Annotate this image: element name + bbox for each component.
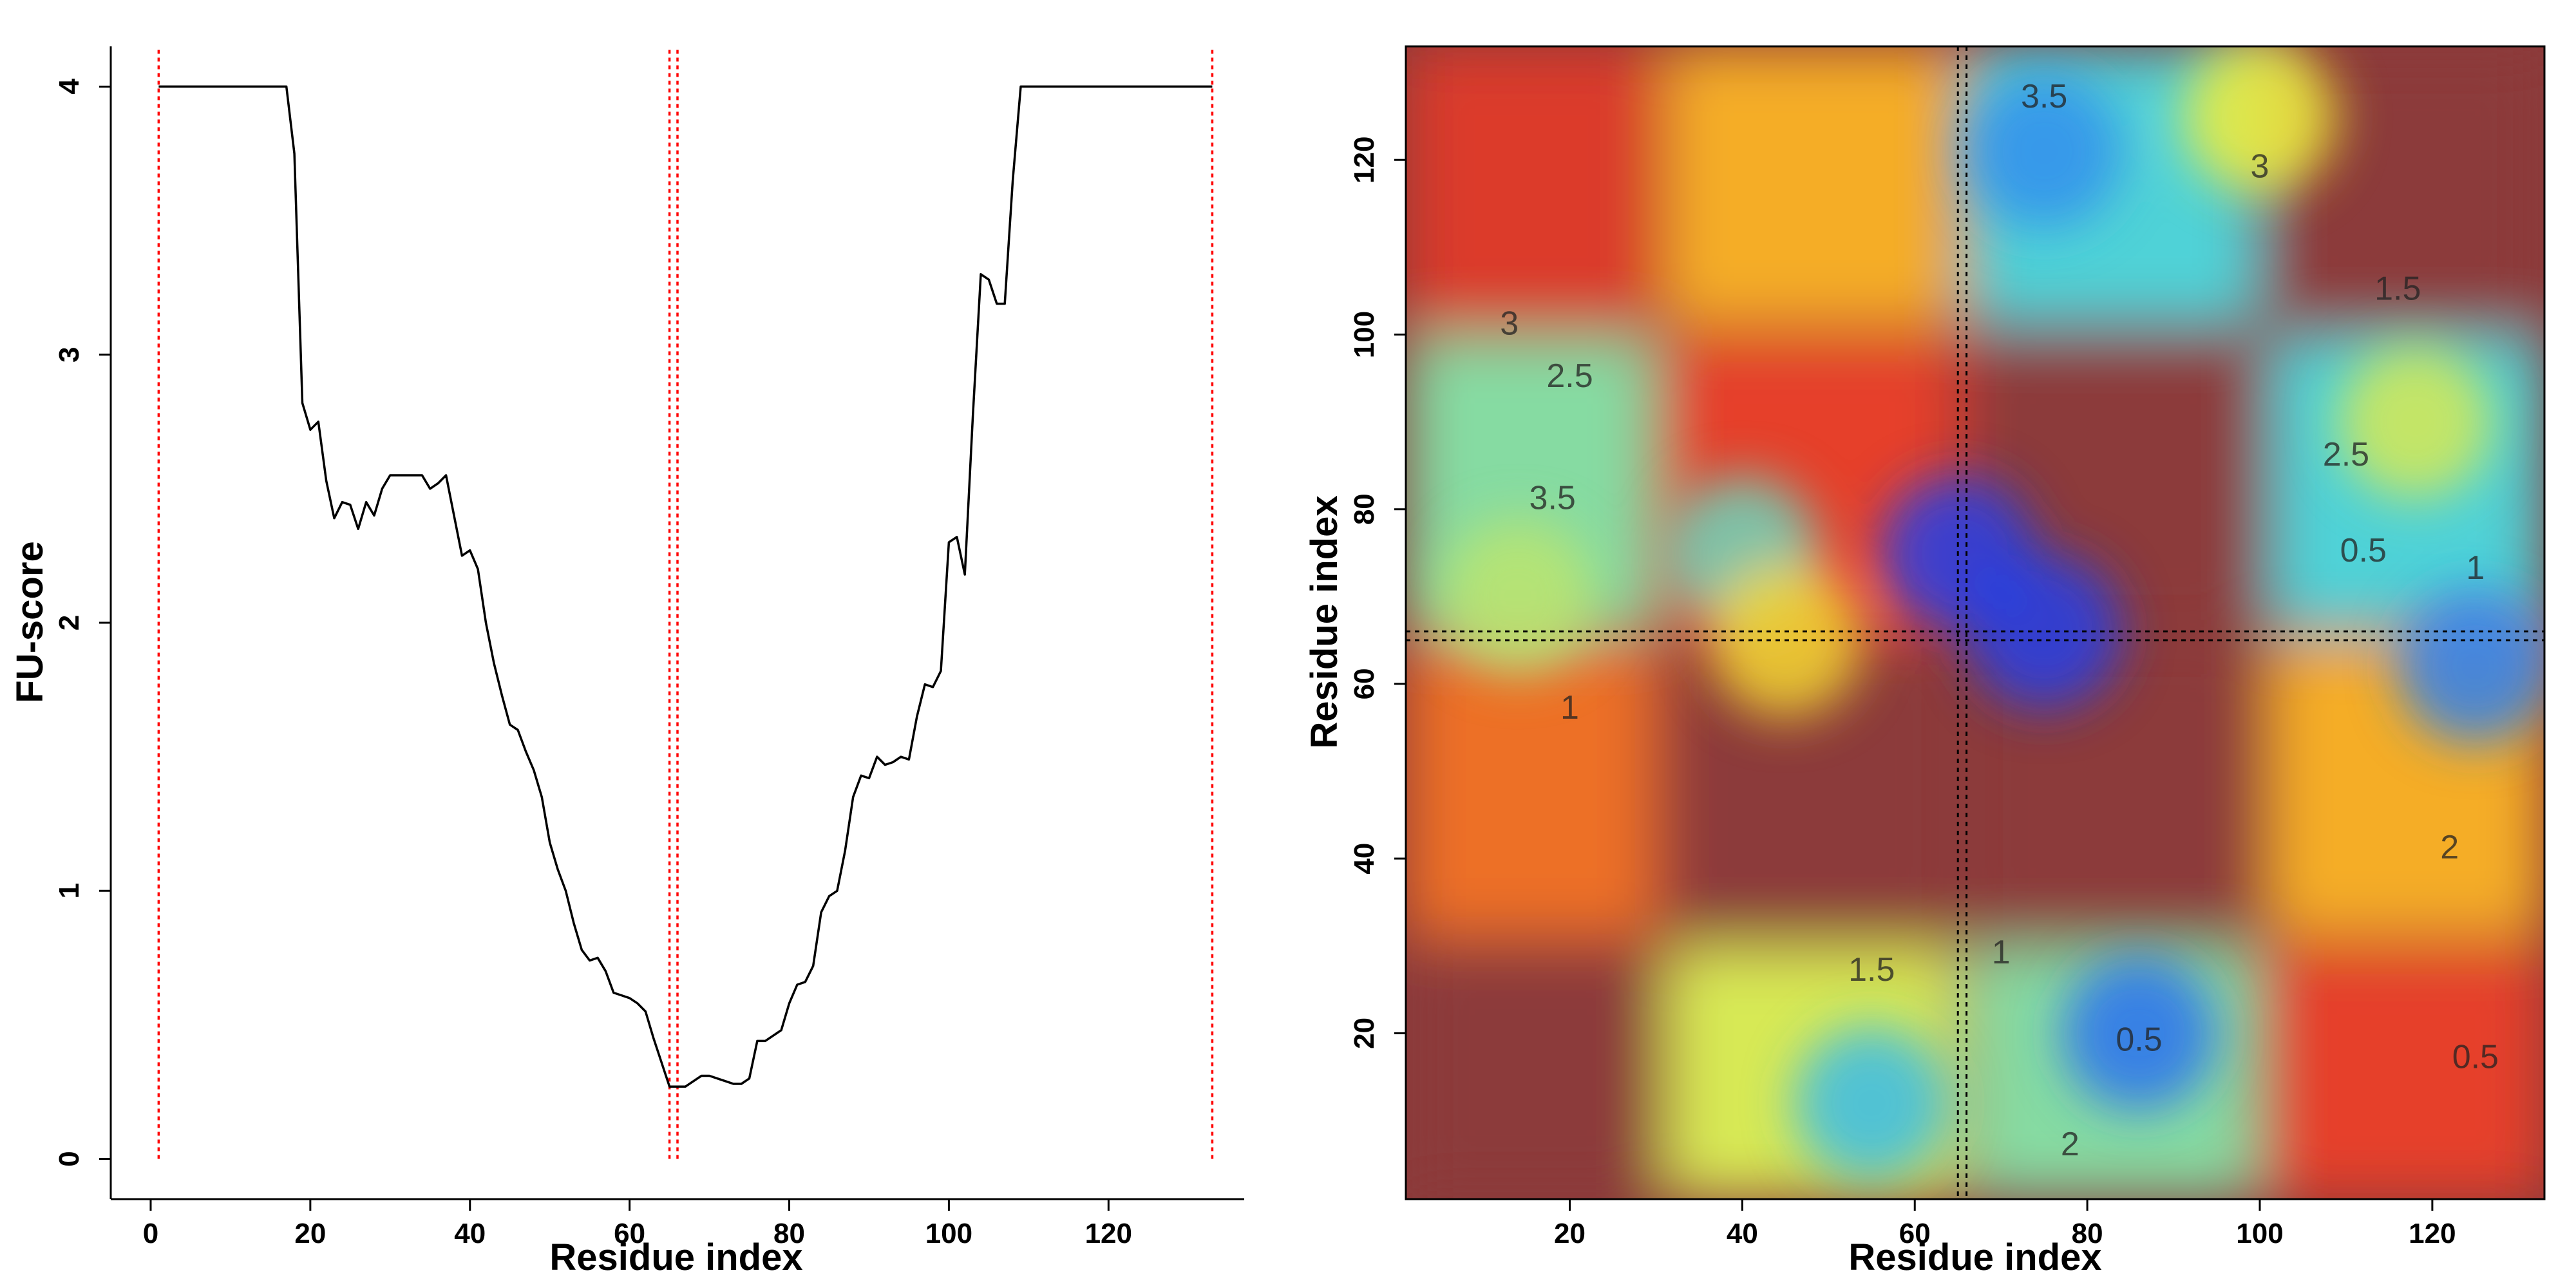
heatmap-block bbox=[2268, 945, 2544, 1199]
contour-label: 3.5 bbox=[1530, 480, 1576, 517]
contour-label: 1 bbox=[1992, 934, 2011, 971]
heatmap-block bbox=[1406, 640, 1656, 938]
heatmap-x-tick-label: 20 bbox=[1554, 1218, 1586, 1249]
x-tick-label: 40 bbox=[454, 1218, 486, 1249]
heatmap-blob bbox=[1441, 519, 1596, 674]
heatmap-y-tick-label: 80 bbox=[1349, 493, 1380, 525]
x-tick-label: 80 bbox=[773, 1218, 805, 1249]
x-tick-label: 120 bbox=[1085, 1218, 1132, 1249]
x-tick-label: 100 bbox=[925, 1218, 972, 1249]
fu-score-chart: 0 20 40 60 80 100 120 0 1 2 3 4 Residue index FU-s… bbox=[9, 46, 1244, 1278]
heatmap-y-ticks: 20 40 60 80 100 120 bbox=[1349, 137, 1406, 1049]
y-tick-label: 1 bbox=[53, 883, 85, 898]
heatmap-y-axis-title: Residue index bbox=[1303, 495, 1345, 748]
heatmap-y-tick-label: 120 bbox=[1349, 137, 1380, 184]
y-tick-label: 4 bbox=[53, 79, 85, 95]
y-tick-label: 2 bbox=[53, 615, 85, 630]
contour-label: 2.5 bbox=[1546, 357, 1593, 395]
contour-label: 2.5 bbox=[2323, 436, 2369, 473]
heatmap-blob bbox=[2183, 46, 2337, 194]
contour-label: 0.5 bbox=[2116, 1021, 2162, 1058]
heatmap-x-axis-title: Residue index bbox=[1848, 1236, 2101, 1278]
x-axis-title: Residue index bbox=[549, 1236, 802, 1278]
heatmap-blob bbox=[1967, 554, 2122, 709]
contour-label: 3 bbox=[1500, 305, 1519, 343]
heatmap-blobs bbox=[1441, 46, 2544, 1180]
heatmap-block bbox=[1406, 945, 1656, 1199]
heatmap-blob bbox=[2398, 589, 2544, 744]
contour-label: 1 bbox=[2466, 549, 2485, 587]
heatmap-x-tick-label: 100 bbox=[2236, 1218, 2283, 1249]
x-tick-label: 20 bbox=[294, 1218, 326, 1249]
heatmap-y-tick-label: 40 bbox=[1349, 843, 1380, 875]
heatmap-y-tick-label: 100 bbox=[1349, 311, 1380, 358]
heatmap-blob bbox=[1967, 73, 2122, 229]
heatmap-cut-lines bbox=[1406, 46, 2544, 1199]
y-ticks: 0 1 2 3 4 bbox=[53, 79, 111, 1167]
contour-label: 1 bbox=[1560, 689, 1579, 726]
y-axis-title: FU-score bbox=[9, 541, 51, 703]
heatmap-y-tick-label: 20 bbox=[1349, 1018, 1380, 1049]
heatmap-frame bbox=[1405, 45, 2546, 1200]
heatmap-y-tick-label: 60 bbox=[1349, 668, 1380, 699]
fu-score-line bbox=[158, 85, 1213, 1088]
x-ticks: 0 20 40 60 80 100 120 bbox=[143, 1199, 1132, 1249]
contour-label: 1.5 bbox=[2374, 270, 2421, 307]
contour-label: 1.5 bbox=[1848, 951, 1895, 989]
heatmap-block bbox=[1664, 46, 1958, 326]
heatmap-block bbox=[1406, 46, 1656, 326]
y-tick-label: 3 bbox=[53, 346, 85, 362]
x-tick-label: 0 bbox=[143, 1218, 158, 1249]
fu-score-heatmap: 0.5 1 1.5 2 2.5 3 3.5 0.5 1 1.5 2 2.5 3 3.5 0.5 1 20 40 6… bbox=[1303, 45, 2546, 1278]
heatmap-x-tick-label: 80 bbox=[2072, 1218, 2103, 1249]
heatmap-x-ticks: 20 40 60 80 100 120 bbox=[1554, 1199, 2456, 1249]
contour-label: 0.5 bbox=[2452, 1039, 2499, 1076]
contour-label: 3.5 bbox=[2021, 78, 2067, 115]
contour-label: 2 bbox=[2061, 1126, 2079, 1163]
heatmap-blob bbox=[2061, 956, 2217, 1111]
heatmap-x-tick-label: 120 bbox=[2409, 1218, 2456, 1249]
heatmap-blob bbox=[2338, 345, 2493, 500]
y-tick-label: 0 bbox=[53, 1151, 85, 1166]
contour-label: 3 bbox=[2251, 147, 2269, 185]
contour-labels: 0.5 1 1.5 2 2.5 3 3.5 0.5 1 1.5 2 2.5 3 3.5 0.5 1 bbox=[1500, 78, 2499, 1163]
contour-label: 0.5 bbox=[2340, 532, 2387, 569]
x-tick-label: 60 bbox=[614, 1218, 645, 1249]
heatmap-blob bbox=[1794, 1025, 1949, 1180]
heatmap-x-tick-label: 40 bbox=[1727, 1218, 1758, 1249]
cut-lines bbox=[157, 46, 1214, 1159]
heatmap-x-tick-label: 60 bbox=[1899, 1218, 1931, 1249]
contour-label: 2 bbox=[2440, 829, 2459, 866]
